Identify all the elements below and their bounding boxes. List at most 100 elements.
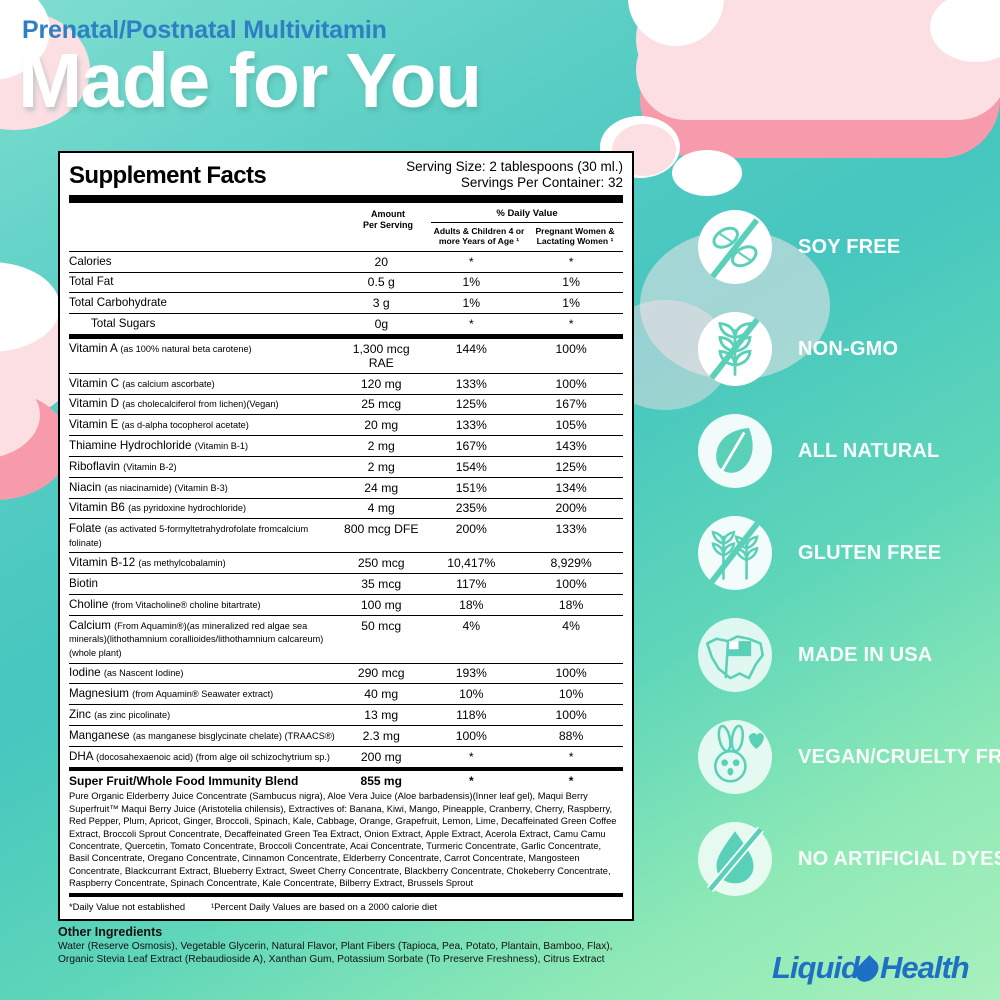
row-dv-adults: 10% [459,687,484,702]
cloud-shape [700,0,910,112]
non-gmo-icon [698,312,772,386]
row-amount: 0g [374,316,389,331]
row-divider [69,414,623,416]
row-name: Folate (as activated 5-formyltetrahydrof… [69,522,309,548]
row-amount: 25 mcg [361,397,402,412]
badge-label: MADE IN USA [798,643,933,666]
row-dv-adults: 1% [462,296,481,311]
row-divider [69,518,623,520]
row-dv-pregnant: 100% [555,708,587,723]
col-dv-adults: Adults & Children 4 or more Years of Age… [433,225,525,247]
row-dv-pregnant: 100% [555,376,587,391]
table-row: Biotin 35 mcg 117% 100% [69,574,623,594]
badge-all-natural[interactable]: ALL NATURAL [698,400,998,502]
row-sub-b-9: (as methylcobalamin) [138,558,226,569]
row-sub-b-16: (as manganese bisglycinate chelate) (TRA… [132,730,335,741]
row-name: Biotin [69,577,99,591]
row-sub-b-3: (as d-alpha tocopherol acetate) [121,420,249,431]
row-divider [69,292,623,294]
badge-made-in-usa[interactable]: MADE IN USA [698,604,998,706]
table-row: Vitamin B-12 (as methylcobalamin) 250 mcg… [69,553,623,573]
row-dv-adults: 117% [456,577,487,592]
table-row: Manganese (as manganese bisglycinate che… [69,726,623,746]
cloud-shape [0,262,60,352]
supplement-facts-panel: Supplement Facts Serving Size: 2 tablesp… [58,151,634,922]
row-sub-b-1: (as calcium ascorbate) [122,378,215,389]
row-amount: 13 mg [364,708,399,723]
row-dv-pregnant: 10% [558,687,584,702]
row-sub-b-14: (from Aquamin® Seawater extract) [132,689,274,700]
blend-amount: 855 mg [360,774,402,789]
badge-no-artificial-dyes[interactable]: NO ARTIFICIAL DYES [698,808,1000,910]
usa-map-flag-icon [698,618,772,692]
row-divider [69,435,623,436]
row-dv-pregnant: 200% [555,501,587,516]
divider-thick [69,194,623,203]
divider-medium [69,767,623,772]
row-divider [69,766,623,768]
col-dv-pregnant: Pregnant Women & Lactating Women ¹ [535,225,615,247]
row-dv-adults: * [469,316,474,331]
cloud-shape [636,20,1000,120]
row-name: Vitamin A (as 100% natural beta carotene… [69,341,252,355]
row-name: Niacin (as niacinamide) (Vitamin B-3) [69,480,228,494]
row-sub-b-17: (docosahexaenoic acid) (from alge oil sc… [96,751,330,762]
row-sub-b-6: (as niacinamide) (Vitamin B-3) [104,482,228,493]
row-sub-b-8: (as activated 5-formyltetrahydrofolate f… [69,524,309,548]
no-dye-drop-icon [698,822,772,896]
badge-label: GLUTEN FREE [798,541,942,564]
row-name: Vitamin B6 (as pyridoxine hydrochloride) [69,501,247,515]
supplement-facts-title: Supplement Facts [69,162,267,189]
badge-non-gmo[interactable]: NON-GMO [698,298,998,400]
rabbit-heart-icon [698,720,772,794]
row-amount: 35 mcg [361,577,402,592]
row-divider [69,455,623,457]
row-divider [69,573,623,575]
row-amount: 1,300 mcg RAE [352,341,410,370]
row-sub-b-11: (from Vitacholine® choline bitartrate) [111,599,261,610]
badge-label: SOY FREE [798,235,901,258]
table-row: Vitamin A (as 100% natural beta carotene… [69,339,623,373]
row-dv-pregnant: 8,929% [550,556,592,571]
row-sub-b-0: (as 100% natural beta carotene) [120,343,252,354]
page-kicker: Prenatal/Postnatal Multivitamin [22,16,387,44]
blend-dv2: * [568,774,574,789]
row-divider [69,683,623,685]
row-name: DHA (docosahexaenoic acid) (from alge oi… [69,749,330,763]
row-dv-adults: * [468,749,474,764]
table-row: Thiamine Hydrochloride (Vitamin B-1) 2 mg… [69,436,623,456]
row-divider [69,313,623,314]
row-divider [69,725,623,726]
row-dv-pregnant: 100% [555,666,587,681]
row-divider [69,476,623,478]
table-row: Folate (as activated 5-formyltetrahydrof… [69,519,623,552]
row-sub-b-12: (From Aquamin®)(as mineralized red algae… [69,620,324,658]
divider-medium [69,334,623,339]
row-name: Total Fat [69,275,114,289]
serving-info: Serving Size: 2 tablespoons (30 ml.) Ser… [406,159,623,192]
badge-gluten-free[interactable]: GLUTEN FREE [698,502,998,604]
gluten-free-icon [698,516,772,590]
row-dv-pregnant: * [568,316,574,331]
row-dv-adults: 18% [459,597,484,612]
table-column-headers: Amount Per Serving % Daily Value Adults … [69,203,623,251]
badge-label: NO ARTIFICIAL DYES [798,847,1000,870]
row-amount: 0.5 g [367,275,395,290]
row-dv-adults: 100% [455,728,487,743]
row-amount: 800 mcg DFE [343,522,419,537]
badge-soy-free[interactable]: SOY FREE [698,196,998,298]
row-dv-pregnant: 88% [558,728,584,743]
cloud-shape [862,0,1000,90]
row-dv-adults: 133% [455,418,487,433]
row-name: Manganese (as manganese bisglycinate che… [69,728,335,742]
badge-vegan-cruelty-free[interactable]: VEGAN/CRUELTY FREE [698,706,1000,808]
logo-text-liquid: Liquid [772,950,860,985]
serving-size: Serving Size: 2 tablespoons (30 ml.) [406,159,623,174]
blend-dv1: * [468,774,474,789]
nutrition-rows-vitamins: Vitamin A (as 100% natural beta carotene… [69,339,623,768]
cloud-shape [672,150,742,196]
cloud-shape [628,0,724,46]
row-dv-pregnant: 143% [555,438,587,453]
table-row: Total Sugars 0g * * [69,314,623,334]
logo-text-health: Health [879,950,970,985]
